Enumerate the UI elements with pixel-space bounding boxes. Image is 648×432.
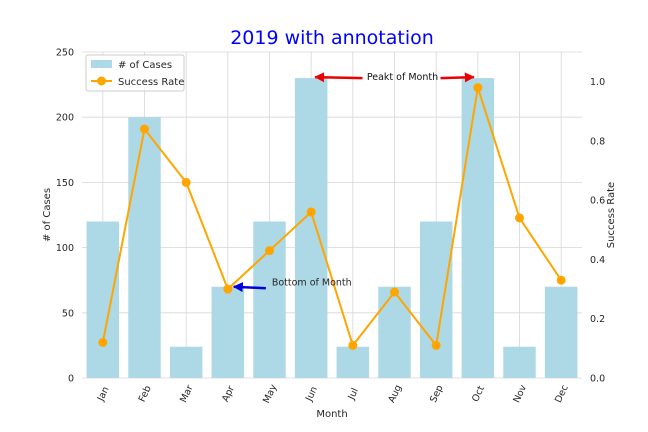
legend-line-marker <box>97 76 106 86</box>
point-oct <box>473 83 483 93</box>
point-jun <box>306 207 316 217</box>
x-tick-label: May <box>261 382 279 405</box>
bar-aug <box>378 286 411 378</box>
bar-may <box>253 221 286 378</box>
bar-nov <box>503 346 536 378</box>
y-right-tick-label: 1.0 <box>590 77 605 88</box>
legend-bar-label: # of Cases <box>118 60 172 71</box>
legend: # of Cases Success Rate <box>85 54 185 92</box>
y-right-tick-label: 0.2 <box>590 314 605 325</box>
point-dec <box>556 275 566 285</box>
legend-bar-swatch <box>91 60 112 68</box>
y-axis-right-label: Success Rate <box>606 182 617 248</box>
x-tick-label: Aug <box>386 383 404 404</box>
bar-sep <box>419 221 453 378</box>
chart-title: 2019 with annotation <box>230 27 434 49</box>
bar-jul <box>336 346 370 378</box>
point-mar <box>181 177 191 187</box>
y-right-tick-label: 0.6 <box>590 196 605 207</box>
x-tick-label: Oct <box>470 384 487 404</box>
point-nov <box>515 213 524 223</box>
peak-annotation-arrow-oct <box>440 72 475 83</box>
x-tick-label: Dec <box>553 383 571 404</box>
y-left-tick-label: 200 <box>56 113 74 124</box>
bar-dec <box>544 286 578 378</box>
bottom-annotation-arrow <box>232 282 266 293</box>
bar-feb <box>128 117 161 378</box>
bar-jun <box>294 78 328 378</box>
bar-apr <box>211 286 245 378</box>
point-may <box>265 246 274 256</box>
line-series <box>98 83 566 350</box>
y-left-tick-label: 100 <box>56 243 74 254</box>
peak-annotation-label: Peakt of Month <box>367 72 438 83</box>
y-left-tick-label: 0 <box>68 374 74 385</box>
x-tick-label: Sep <box>428 384 446 405</box>
bar-mar <box>169 346 203 378</box>
y-right-tick-label: 0.8 <box>590 136 605 147</box>
y-left-tick-label: 150 <box>56 178 74 189</box>
bottom-annotation-label: Bottom of Month <box>272 278 352 289</box>
bar-oct <box>461 78 495 378</box>
point-sep <box>431 340 441 350</box>
y-right-tick-label: 0.0 <box>590 374 605 385</box>
x-tick-label: Apr <box>220 384 237 404</box>
x-tick-label: Nov <box>511 383 529 405</box>
y-left-tick-label: 50 <box>62 308 74 319</box>
legend-line-label: Success Rate <box>118 77 184 88</box>
y-axis-left-label: # of Cases <box>42 188 53 242</box>
point-jul <box>348 340 358 350</box>
x-tick-label: Jul <box>346 386 361 402</box>
x-axis-label: Month <box>316 409 347 420</box>
peak-annotation-arrow-jun <box>314 72 363 83</box>
y-left-tick-label: 250 <box>56 48 74 59</box>
point-jan <box>98 337 108 347</box>
x-tick-label: Jan <box>95 385 112 404</box>
point-apr <box>223 284 233 294</box>
success-rate-line <box>101 87 562 348</box>
x-tick-label: Feb <box>137 384 154 404</box>
x-tick-label: Mar <box>178 383 196 404</box>
point-feb <box>140 124 149 134</box>
bar-series <box>86 78 578 378</box>
point-aug <box>390 287 399 297</box>
bar-jan <box>86 221 120 378</box>
annotations: Bottom of Month Peakt of Month <box>232 72 475 293</box>
y-right-tick-label: 0.4 <box>590 255 605 266</box>
x-tick-label: Jun <box>303 385 320 404</box>
